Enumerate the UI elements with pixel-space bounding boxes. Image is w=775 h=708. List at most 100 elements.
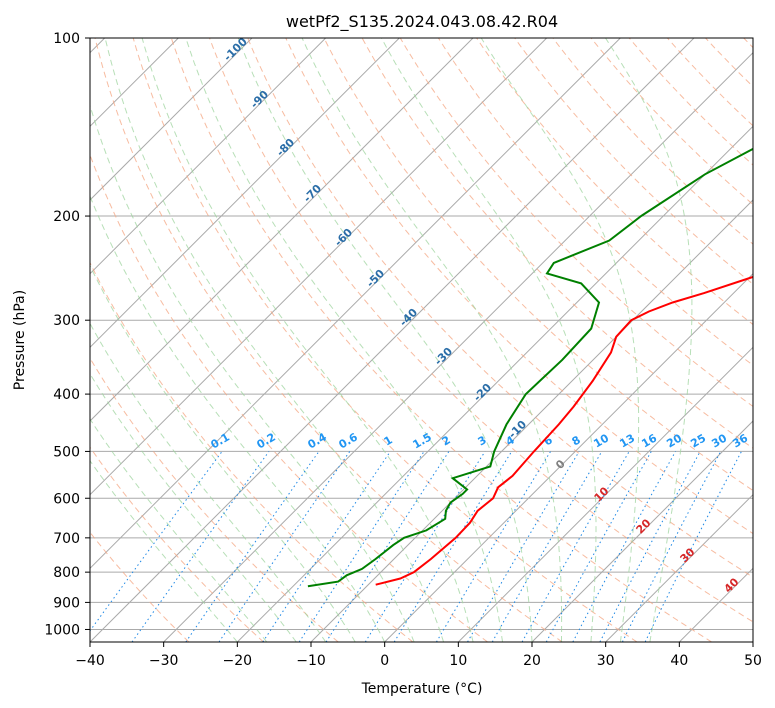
isotherm-line	[90, 38, 621, 570]
moist-adiabat-line	[90, 103, 415, 642]
chart-title: wetPf2_S135.2024.043.08.42.R04	[286, 12, 558, 32]
mixing-ratio-line	[644, 451, 742, 642]
dry-adiabat-line	[628, 38, 753, 166]
dry-adiabat-line	[209, 38, 753, 623]
dry-adiabat-line	[361, 38, 753, 449]
mixing-ratio-line	[599, 451, 701, 642]
y-tick-label: 500	[53, 444, 80, 460]
isotherm-line	[90, 38, 253, 201]
plot-frame	[89, 37, 754, 643]
moist-adiabat-line	[237, 38, 533, 642]
dry-adiabat-label: 10	[592, 484, 612, 504]
moist-adiabat-line	[90, 322, 327, 642]
x-tick-label: 40	[670, 653, 688, 669]
moist-adiabat-label: -60	[332, 226, 355, 249]
x-tick-label: −10	[296, 653, 326, 669]
mixing-ratio-label: 2	[440, 433, 453, 448]
moist-adiabat-line	[90, 194, 386, 642]
y-tick-label: 1000	[44, 622, 80, 638]
mixing-ratio-label: 20	[664, 431, 684, 450]
dry-adiabat-line	[437, 38, 753, 366]
moist-adiabat-line	[90, 264, 356, 642]
isotherm-line	[90, 38, 695, 642]
moist-adiabat-line	[90, 418, 268, 642]
mixing-ratio-line	[467, 451, 580, 642]
y-tick-label: 700	[53, 531, 80, 547]
dry-adiabat-line	[247, 38, 753, 578]
mixing-ratio-line	[545, 451, 652, 642]
moist-adiabat-line	[301, 38, 563, 642]
isotherm-line	[90, 38, 548, 496]
moist-adiabat-line	[90, 372, 297, 642]
mixing-ratio-line	[521, 451, 630, 642]
dry-adiabat-line	[170, 38, 712, 642]
isotherm-line	[384, 272, 753, 642]
x-tick-label: 20	[523, 653, 541, 669]
mixing-ratio-line	[364, 451, 486, 642]
moist-adiabat-label: -20	[471, 381, 494, 404]
dry-adiabat-line	[90, 261, 414, 642]
moist-adiabat-line	[104, 38, 445, 642]
dry-adiabat-line	[743, 38, 753, 49]
isotherm-line	[90, 38, 327, 275]
isotherm-line	[605, 493, 753, 642]
isotherm-line	[90, 38, 400, 349]
axis-ticks: −40 −30 −20 −10 0 10 20 30 40 5010009008007006005…	[44, 31, 762, 669]
mixing-ratio-label: 1	[382, 433, 395, 448]
dry-adiabat-line	[514, 38, 753, 285]
theta-zero-label: 0	[553, 457, 568, 472]
isotherm-line	[752, 641, 753, 642]
y-tick-label: 900	[53, 595, 80, 611]
dewpoint-profile	[307, 147, 753, 588]
mixing-ratio-line	[131, 451, 270, 642]
x-axis-label: Temperature (°C)	[361, 681, 483, 697]
y-tick-label: 300	[53, 313, 80, 329]
x-tick-label: −40	[75, 653, 105, 669]
mixing-ratio-label: 36	[730, 431, 750, 450]
moist-adiabat-line	[380, 38, 597, 642]
moist-adiabat-label: -70	[301, 182, 324, 205]
y-tick-label: 600	[53, 491, 80, 507]
mixing-ratio-label: 10	[591, 431, 611, 450]
moist-adiabat-line	[141, 38, 474, 642]
moist-adiabat-label: -50	[364, 267, 387, 290]
mixing-ratio-label: 0.4	[306, 430, 330, 451]
isotherm-line	[457, 346, 753, 642]
moist-adiabat-line	[185, 38, 503, 642]
dry-adiabat-line	[132, 38, 638, 642]
mixing-ratio-line	[393, 451, 513, 642]
dry-adiabat-line	[90, 357, 339, 642]
moist-adiabat-label: -30	[432, 345, 455, 368]
dry-adiabat-line	[323, 38, 753, 492]
moist-adiabat-line	[480, 38, 640, 642]
dry-adiabat-line	[90, 531, 190, 642]
mixing-ratio-line	[298, 451, 425, 642]
y-tick-label: 800	[53, 565, 80, 581]
y-tick-label: 400	[53, 387, 80, 403]
y-axis-label: Pressure (hPa)	[12, 290, 28, 390]
mixing-ratio-label: 3	[476, 433, 489, 448]
y-tick-label: 200	[53, 209, 80, 225]
mixing-ratio-line	[90, 451, 223, 632]
dry-adiabat-label: 20	[634, 516, 654, 536]
mixing-ratio-line	[325, 451, 450, 642]
mixing-ratio-line	[185, 451, 320, 642]
dry-adiabat-line	[705, 38, 753, 88]
x-tick-label: −30	[149, 653, 179, 669]
data-series	[307, 147, 753, 588]
moist-adiabat-line	[605, 38, 693, 642]
background-lines: 0.1 0.2 0.4 0.6 1 1.5 2 3 4 6 8 10 13 16 20 25 30 36-100-…	[90, 38, 753, 642]
moist-adiabat-line	[90, 459, 238, 642]
mixing-ratio-line	[572, 451, 676, 642]
isotherm-line	[531, 420, 753, 642]
mixing-ratio-line	[262, 451, 391, 642]
mixing-ratio-line	[435, 451, 552, 642]
dry-adiabat-line	[90, 446, 264, 642]
mixing-ratio-line	[218, 451, 351, 642]
dry-adiabat-line	[590, 38, 753, 206]
mixing-ratio-label: 16	[639, 431, 659, 450]
dry-adiabat-line	[94, 38, 563, 642]
moist-adiabat-label: -90	[248, 88, 271, 111]
isotherm-line	[236, 125, 753, 642]
